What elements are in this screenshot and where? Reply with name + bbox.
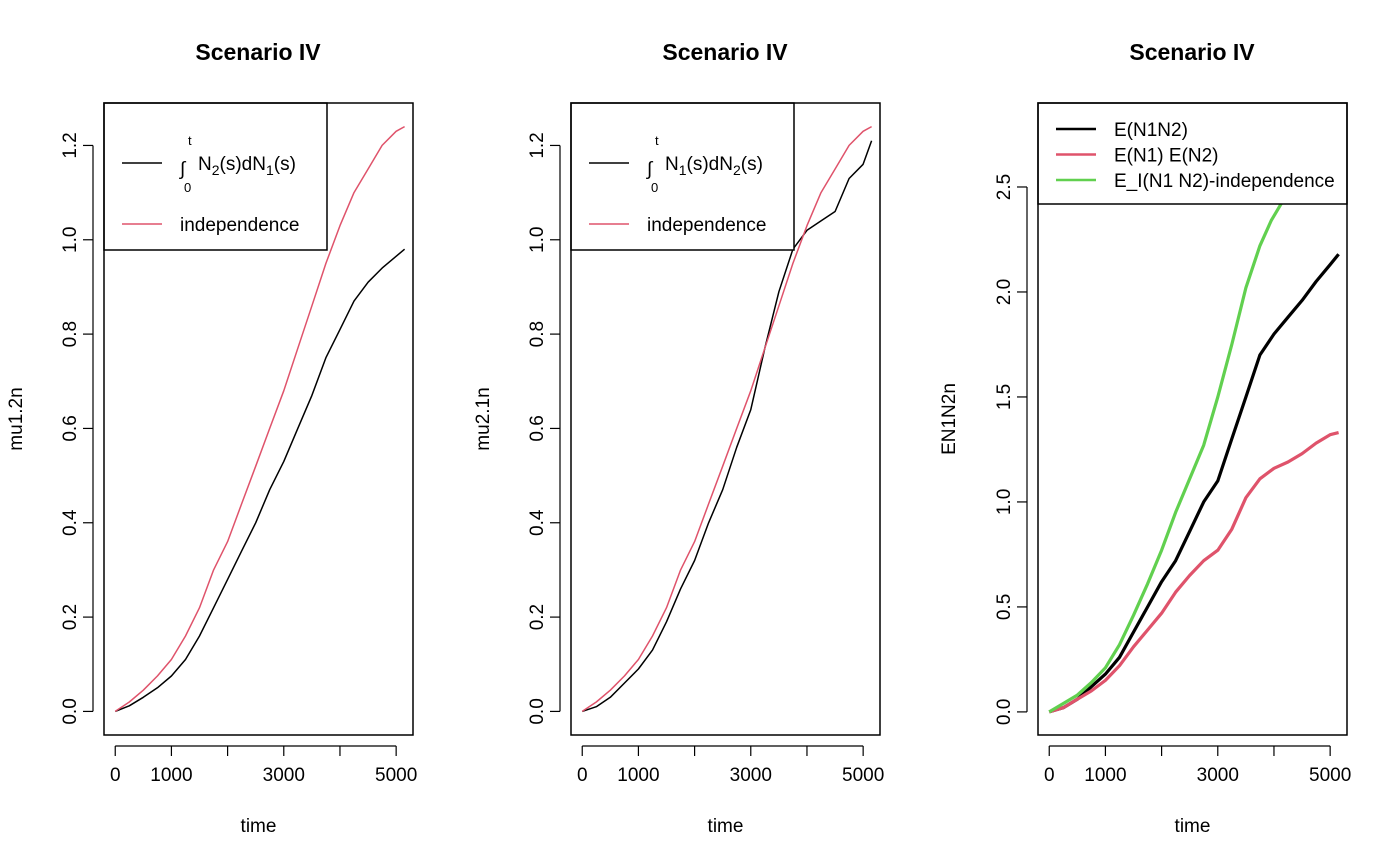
y-tick-label: 0.5 (994, 594, 1015, 620)
x-tick-label: 1000 (1084, 765, 1126, 786)
y-tick-label: 0.6 (60, 415, 81, 441)
y-tick-label: 0.6 (527, 415, 548, 441)
x-axis-label: time (1175, 816, 1211, 837)
legend-label-part: N (665, 154, 679, 175)
panel-en1n2n: Scenario IV E(N1N2) E(N1) E(N2) E_I(N1 N2)-… (939, 39, 1351, 837)
legend-upper-limit: t (655, 133, 659, 148)
y-tick-label: 1.2 (527, 132, 548, 158)
legend-label-0: N1(s)dN2(s) (665, 154, 763, 178)
legend-label-subscript: 1 (679, 162, 687, 178)
x-axis-label: time (708, 816, 744, 837)
legend-integral-sign: ∫ (179, 159, 187, 180)
chart-title: Scenario IV (195, 39, 321, 65)
x-tick-label: 3000 (1197, 765, 1239, 786)
y-tick-label: 0.4 (527, 509, 548, 536)
series-line-2 (1048, 200, 1284, 714)
x-tick-label: 0 (577, 765, 588, 786)
y-tick-label: 0.0 (527, 698, 548, 724)
legend-lower-limit: 0 (651, 180, 658, 195)
series-line-1 (114, 125, 405, 713)
series-line-1 (581, 125, 872, 713)
legend-upper-limit: t (188, 133, 192, 148)
y-tick-label: 2.0 (994, 279, 1015, 305)
legend-label-1: independence (647, 215, 766, 236)
series-line-0 (581, 140, 873, 713)
legend-label-part: (s)dN (220, 154, 266, 175)
y-tick-label: 2.5 (994, 174, 1015, 200)
legend-integral-sign: ∫ (646, 159, 654, 180)
legend-label-part: N (198, 154, 212, 175)
x-tick-label: 3000 (263, 765, 305, 786)
series-line-0 (1048, 253, 1340, 714)
legend-lower-limit: 0 (184, 180, 191, 195)
x-tick-label: 3000 (730, 765, 772, 786)
y-axis-label: EN1N2n (939, 383, 960, 455)
legend-label-1: E(N1) E(N2) (1114, 146, 1219, 167)
x-axis-label: time (241, 816, 277, 837)
legend-label-subscript: 2 (733, 162, 741, 178)
y-tick-label: 0.4 (60, 509, 81, 536)
legend-label-part: (s)dN (687, 154, 733, 175)
series-line-0 (114, 248, 406, 713)
x-tick-label: 5000 (375, 765, 417, 786)
y-tick-label: 0.2 (527, 604, 548, 630)
y-tick-label: 1.0 (994, 489, 1015, 515)
legend-label-2: E_I(N1 N2)-independence (1114, 171, 1335, 192)
x-tick-label: 1000 (617, 765, 659, 786)
y-axis-label: mu1.2n (6, 387, 27, 450)
y-tick-label: 0.8 (527, 321, 548, 347)
plot-frame (570, 102, 881, 736)
x-tick-label: 0 (110, 765, 121, 786)
y-tick-label: 1.0 (60, 227, 81, 253)
x-tick-label: 5000 (842, 765, 884, 786)
y-tick-label: 0.0 (994, 699, 1015, 725)
legend-label-subscript: 1 (266, 162, 274, 178)
legend-label-0: E(N1N2) (1114, 120, 1188, 141)
y-tick-label: 1.5 (994, 384, 1015, 410)
legend-label-0: N2(s)dN1(s) (198, 154, 296, 178)
x-tick-label: 0 (1044, 765, 1055, 786)
y-tick-label: 0.0 (60, 698, 81, 724)
legend-label-1: independence (180, 215, 299, 236)
y-tick-label: 1.2 (60, 132, 81, 158)
y-tick-label: 0.8 (60, 321, 81, 347)
x-tick-label: 5000 (1309, 765, 1351, 786)
legend-box (103, 102, 328, 251)
y-axis-label: mu2.1n (473, 387, 494, 450)
y-tick-label: 1.0 (527, 227, 548, 253)
chart-title: Scenario IV (1129, 39, 1255, 65)
x-tick-label: 1000 (150, 765, 192, 786)
legend-label-subscript: 2 (212, 162, 220, 178)
legend-box (570, 102, 795, 251)
plot-frame (1037, 102, 1348, 736)
plot-frame (103, 102, 414, 736)
legend-label-part: (s) (274, 154, 296, 175)
legend-label-part: (s) (741, 154, 763, 175)
series-line-1 (1048, 431, 1339, 714)
y-tick-label: 0.2 (60, 604, 81, 630)
chart-title: Scenario IV (662, 39, 788, 65)
